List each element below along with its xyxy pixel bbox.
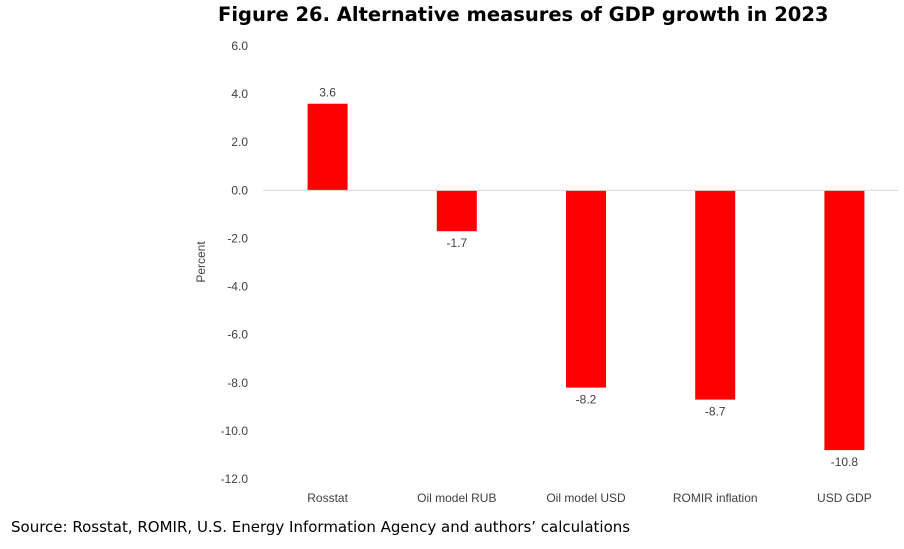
y-axis-label: Percent <box>194 241 208 283</box>
bar <box>824 190 865 451</box>
chart-title: Figure 26. Alternative measures of GDP g… <box>218 3 829 26</box>
y-tick-label: -8.0 <box>227 376 248 390</box>
bar-chart: 6.0 4.0 2.0 0.0 -2.0 -4.0 -6.0 -8.0 -10.0 -12.0 R… <box>194 39 898 505</box>
bar <box>566 190 606 388</box>
x-tick-label: ROMIR inflation <box>673 491 758 505</box>
bars <box>307 103 865 451</box>
y-tick-label: -4.0 <box>227 280 248 294</box>
y-tick-label: -12.0 <box>221 472 249 486</box>
data-label: 3.6 <box>319 86 336 100</box>
x-tick-label: Oil model USD <box>546 491 626 505</box>
x-tick-label: Rosstat <box>307 491 348 505</box>
bar <box>436 190 477 232</box>
y-tick-label: 6.0 <box>231 39 248 53</box>
bar <box>695 190 736 400</box>
data-label: -1.7 <box>446 236 467 250</box>
x-axis-labels: Rosstat Oil model RUB Oil model USD ROMIR i… <box>307 491 871 505</box>
data-label: -8.2 <box>576 393 597 407</box>
y-axis-ticks: 6.0 4.0 2.0 0.0 -2.0 -4.0 -6.0 -8.0 -10.0 -12.0 <box>221 39 249 486</box>
data-labels: 3.6 -1.7 -8.2 -8.7 -10.8 <box>319 86 858 469</box>
y-tick-label: -10.0 <box>221 424 249 438</box>
x-tick-label: Oil model RUB <box>417 491 496 505</box>
y-tick-label: -6.0 <box>227 328 248 342</box>
data-label: -8.7 <box>705 405 726 419</box>
y-tick-label: 0.0 <box>231 183 248 197</box>
bar <box>307 103 348 191</box>
y-tick-label: 4.0 <box>231 87 248 101</box>
x-tick-label: USD GDP <box>817 491 872 505</box>
y-tick-label: -2.0 <box>227 231 248 245</box>
source-note: Source: Rosstat, ROMIR, U.S. Energy Info… <box>11 518 631 536</box>
y-tick-label: 2.0 <box>231 135 248 149</box>
data-label: -10.8 <box>831 455 859 469</box>
